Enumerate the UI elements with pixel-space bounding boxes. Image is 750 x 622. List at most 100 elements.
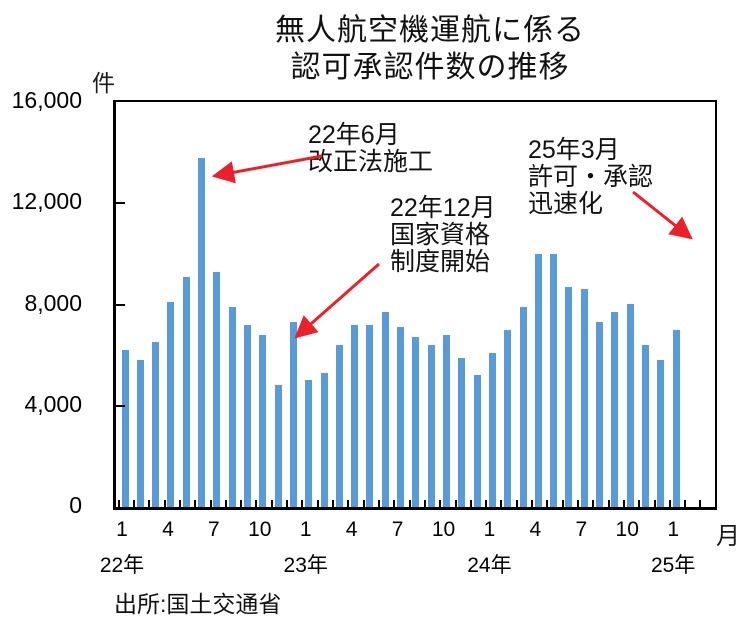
bar bbox=[182, 277, 190, 507]
bar bbox=[611, 312, 619, 507]
y-tick-label: 16,000 bbox=[11, 87, 82, 113]
bar bbox=[397, 327, 405, 507]
x-tick-mark bbox=[270, 500, 273, 507]
y-axis-unit-label: 件 bbox=[92, 70, 115, 96]
month-tick-label: 1 bbox=[667, 518, 679, 541]
bar bbox=[335, 345, 343, 507]
month-tick-label: 10 bbox=[248, 518, 272, 541]
bar bbox=[443, 335, 450, 507]
x-tick-mark bbox=[622, 500, 625, 507]
annotation-jun-2022: 22年6月 改正法施工 bbox=[308, 121, 434, 176]
x-tick-mark bbox=[301, 500, 304, 507]
month-tick-label: 1 bbox=[116, 518, 128, 541]
x-tick-mark bbox=[699, 500, 702, 507]
bar bbox=[213, 272, 221, 507]
month-tick-label: 7 bbox=[575, 518, 588, 541]
x-tick-mark bbox=[607, 500, 610, 507]
chart-title: 無人航空機運航に係る 認可承認件数の推移 bbox=[230, 12, 630, 86]
x-tick-mark bbox=[163, 500, 166, 507]
x-tick-mark bbox=[668, 500, 671, 507]
month-tick-label: 4 bbox=[162, 518, 174, 541]
source-note: 出所:国土交通省 bbox=[114, 591, 282, 617]
bar bbox=[259, 335, 267, 507]
bar bbox=[565, 287, 573, 507]
x-tick-mark bbox=[316, 500, 319, 507]
y-tick-label: 12,000 bbox=[11, 188, 82, 215]
x-tick-mark bbox=[439, 500, 442, 507]
x-tick-mark bbox=[255, 500, 258, 507]
bar bbox=[473, 375, 481, 507]
x-tick-mark bbox=[592, 500, 595, 507]
year-tick-label: 22年 bbox=[99, 554, 145, 577]
x-tick-mark bbox=[209, 500, 212, 507]
y-tick-label: 4,000 bbox=[24, 390, 82, 417]
x-tick-mark bbox=[469, 500, 472, 507]
bar bbox=[427, 345, 435, 507]
bar bbox=[458, 358, 466, 507]
bar bbox=[534, 254, 542, 507]
bar bbox=[198, 158, 206, 507]
x-tick-mark bbox=[224, 500, 227, 507]
bar bbox=[121, 350, 129, 507]
x-tick-mark bbox=[133, 500, 135, 507]
y-tick-label: 8,000 bbox=[24, 289, 82, 316]
x-tick-mark bbox=[362, 500, 365, 507]
month-tick-label: 4 bbox=[529, 518, 542, 541]
month-tick-label: 1 bbox=[299, 518, 312, 541]
x-tick-mark bbox=[653, 500, 656, 507]
annotation-dec-2022: 22年12月 国家資格 制度開始 bbox=[390, 194, 496, 276]
month-tick-label: 1 bbox=[483, 518, 496, 541]
x-tick-mark bbox=[408, 500, 411, 507]
bar bbox=[228, 307, 236, 507]
chart-title-line2: 認可承認件数の推移 bbox=[290, 51, 570, 84]
year-tick-label: 25年 bbox=[650, 554, 696, 577]
x-tick-mark bbox=[286, 500, 289, 507]
x-tick-mark bbox=[332, 500, 335, 507]
year-tick-label: 24年 bbox=[467, 554, 512, 577]
bar bbox=[366, 325, 374, 507]
bar bbox=[305, 380, 313, 507]
bar bbox=[596, 322, 604, 507]
month-tick-label: 4 bbox=[345, 518, 358, 541]
y-tick-mark bbox=[116, 404, 125, 407]
x-tick-mark bbox=[377, 500, 380, 507]
x-tick-mark bbox=[561, 500, 564, 507]
bar bbox=[351, 325, 359, 507]
bar bbox=[657, 360, 665, 507]
y-tick-mark bbox=[116, 303, 125, 306]
bar bbox=[488, 353, 496, 507]
plot-area bbox=[113, 100, 717, 510]
x-tick-mark bbox=[684, 500, 687, 507]
bar bbox=[381, 312, 389, 507]
year-tick-label: 23年 bbox=[283, 554, 328, 577]
bar bbox=[320, 373, 328, 507]
bar bbox=[152, 342, 160, 507]
x-tick-mark bbox=[515, 500, 518, 507]
bar bbox=[289, 322, 297, 507]
x-tick-mark bbox=[500, 500, 503, 507]
x-tick-mark bbox=[531, 500, 534, 507]
x-tick-mark bbox=[393, 500, 396, 507]
x-tick-mark bbox=[638, 500, 641, 507]
month-tick-label: 7 bbox=[208, 518, 220, 541]
bar bbox=[642, 345, 650, 507]
bar bbox=[519, 307, 527, 507]
bar bbox=[412, 337, 420, 507]
x-tick-mark bbox=[117, 500, 120, 507]
bar bbox=[580, 289, 588, 507]
y-tick-mark bbox=[116, 202, 125, 205]
bar bbox=[274, 385, 282, 507]
chart-title-line1: 無人航空機運航に係る bbox=[275, 14, 585, 47]
x-tick-mark bbox=[546, 500, 549, 507]
x-tick-mark bbox=[148, 500, 151, 507]
x-tick-mark bbox=[194, 500, 197, 507]
bar bbox=[243, 325, 251, 507]
bar bbox=[504, 330, 512, 507]
x-tick-mark bbox=[454, 500, 457, 507]
y-tick-label: 0 bbox=[69, 492, 82, 518]
month-tick-label: 7 bbox=[391, 518, 404, 541]
x-tick-mark bbox=[423, 500, 426, 507]
month-tick-label: 10 bbox=[615, 518, 639, 541]
x-tick-mark bbox=[240, 500, 243, 507]
